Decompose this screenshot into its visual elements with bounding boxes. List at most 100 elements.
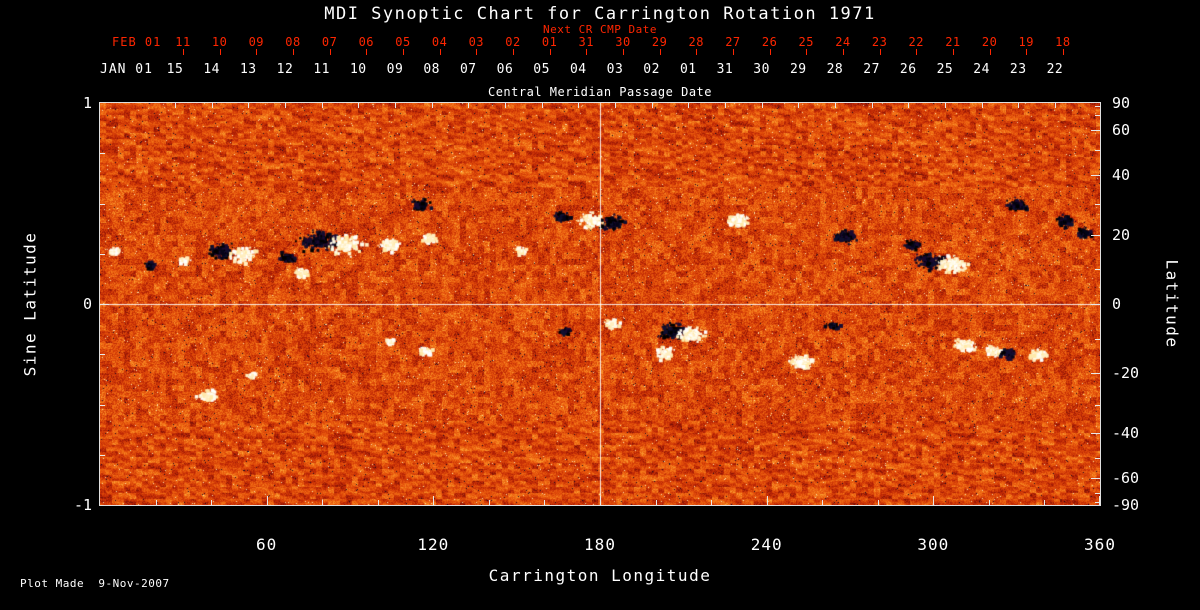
cmp-date-label: 07 bbox=[460, 62, 477, 77]
cmp-date-label: 27 bbox=[863, 62, 880, 77]
next-cr-date-label: 10 bbox=[212, 35, 227, 49]
feb-anchor-label: FEB 01 bbox=[112, 35, 161, 49]
next-cr-date-label: 01 bbox=[542, 35, 557, 49]
next-cr-date-label: 19 bbox=[1019, 35, 1034, 49]
right-tick-label: 0 bbox=[1112, 295, 1157, 313]
next-cr-date-tick bbox=[220, 49, 221, 55]
cmp-date-label: 23 bbox=[1010, 62, 1027, 77]
next-cr-date-label: 24 bbox=[835, 35, 850, 49]
cmp-date-label: 09 bbox=[387, 62, 404, 77]
cmp-date-label: 12 bbox=[277, 62, 294, 77]
x-tick-label: 180 bbox=[584, 535, 616, 554]
next-cr-date-label: 09 bbox=[249, 35, 264, 49]
next-cr-date-tick bbox=[806, 49, 807, 55]
right-tick-label: -90 bbox=[1112, 496, 1157, 514]
right-tick-label: 20 bbox=[1112, 226, 1157, 244]
cmp-date-label: 22 bbox=[1047, 62, 1064, 77]
x-tick-label: 300 bbox=[917, 535, 949, 554]
cmp-date-label: 13 bbox=[240, 62, 257, 77]
cmp-date-label: 03 bbox=[607, 62, 624, 77]
next-cr-date-label: 03 bbox=[469, 35, 484, 49]
x-axis-title: Carrington Longitude bbox=[0, 566, 1200, 585]
cmp-date-label: 29 bbox=[790, 62, 807, 77]
next-cr-date-label: 06 bbox=[359, 35, 374, 49]
next-cr-date-tick bbox=[696, 49, 697, 55]
left-tick-label: 1 bbox=[58, 94, 92, 112]
next-cr-date-label: 11 bbox=[175, 35, 190, 49]
cmp-date-label: 11 bbox=[313, 62, 330, 77]
next-cr-date-tick bbox=[880, 49, 881, 55]
next-cr-date-tick bbox=[623, 49, 624, 55]
next-cr-date-label: 07 bbox=[322, 35, 337, 49]
next-cr-date-label: 18 bbox=[1055, 35, 1070, 49]
next-cr-date-tick bbox=[366, 49, 367, 55]
next-cr-date-label: 21 bbox=[945, 35, 960, 49]
next-cr-date-tick bbox=[403, 49, 404, 55]
right-axis-title: Latitude bbox=[1163, 259, 1182, 348]
cmp-date-axis-label: Central Meridian Passage Date bbox=[0, 85, 1200, 99]
next-cr-date-label: 29 bbox=[652, 35, 667, 49]
next-cr-date-label: 31 bbox=[579, 35, 594, 49]
next-cr-date-tick bbox=[770, 49, 771, 55]
next-cr-date-tick bbox=[256, 49, 257, 55]
next-cr-date-label: 26 bbox=[762, 35, 777, 49]
right-tick-label: 60 bbox=[1112, 121, 1157, 139]
next-cr-date-tick bbox=[990, 49, 991, 55]
cmp-date-label: 02 bbox=[643, 62, 660, 77]
next-cr-date-label: 22 bbox=[909, 35, 924, 49]
left-tick-label: -1 bbox=[58, 496, 92, 514]
cmp-date-label: 26 bbox=[900, 62, 917, 77]
right-tick-label: -60 bbox=[1112, 469, 1157, 487]
cmp-date-label: 01 bbox=[680, 62, 697, 77]
next-cr-date-label: 08 bbox=[285, 35, 300, 49]
next-cr-date-tick bbox=[513, 49, 514, 55]
jan-anchor-label: JAN 01 bbox=[100, 62, 153, 77]
right-tick-label: -40 bbox=[1112, 424, 1157, 442]
next-cr-date-label: 23 bbox=[872, 35, 887, 49]
next-cr-date-tick bbox=[733, 49, 734, 55]
next-cr-date-tick bbox=[586, 49, 587, 55]
cmp-date-label: 15 bbox=[167, 62, 184, 77]
x-tick-label: 240 bbox=[751, 535, 783, 554]
next-cr-date-label: 02 bbox=[505, 35, 520, 49]
right-tick-label: 40 bbox=[1112, 166, 1157, 184]
next-cr-date-tick bbox=[330, 49, 331, 55]
cmp-date-label: 08 bbox=[423, 62, 440, 77]
next-cr-date-tick bbox=[953, 49, 954, 55]
next-cr-date-tick bbox=[293, 49, 294, 55]
right-tick-label: -20 bbox=[1112, 364, 1157, 382]
next-cr-date-label: 20 bbox=[982, 35, 997, 49]
next-cr-date-tick bbox=[1063, 49, 1064, 55]
next-cr-date-tick bbox=[183, 49, 184, 55]
next-cr-date-tick bbox=[550, 49, 551, 55]
next-cr-date-tick bbox=[916, 49, 917, 55]
magnetogram-plot-area bbox=[99, 102, 1101, 506]
right-tick-label: 90 bbox=[1112, 94, 1157, 112]
next-cr-date-tick bbox=[660, 49, 661, 55]
next-cr-date-tick bbox=[843, 49, 844, 55]
x-tick-label: 120 bbox=[417, 535, 449, 554]
next-cr-date-tick bbox=[476, 49, 477, 55]
magnetogram-canvas bbox=[100, 103, 1100, 505]
left-axis-title: Sine Latitude bbox=[21, 232, 40, 377]
next-cr-date-label: 28 bbox=[689, 35, 704, 49]
next-cr-date-tick bbox=[1026, 49, 1027, 55]
cmp-date-label: 31 bbox=[717, 62, 734, 77]
next-cr-date-label: 25 bbox=[799, 35, 814, 49]
cmp-date-label: 06 bbox=[497, 62, 514, 77]
left-tick-label: 0 bbox=[58, 295, 92, 313]
next-cr-date-label: 27 bbox=[725, 35, 740, 49]
x-tick-label: 60 bbox=[256, 535, 277, 554]
cmp-date-label: 28 bbox=[827, 62, 844, 77]
chart-title: MDI Synoptic Chart for Carrington Rotati… bbox=[0, 4, 1200, 24]
cmp-date-label: 25 bbox=[937, 62, 954, 77]
next-cr-date-tick bbox=[440, 49, 441, 55]
next-cr-date-label: 30 bbox=[615, 35, 630, 49]
cmp-date-label: 10 bbox=[350, 62, 367, 77]
plot-made-label: Plot Made 9-Nov-2007 bbox=[20, 577, 170, 590]
next-cr-date-label: 05 bbox=[395, 35, 410, 49]
synoptic-chart-page: MDI Synoptic Chart for Carrington Rotati… bbox=[0, 0, 1200, 610]
cmp-date-label: 14 bbox=[203, 62, 220, 77]
cmp-date-label: 05 bbox=[533, 62, 550, 77]
cmp-date-label: 04 bbox=[570, 62, 587, 77]
